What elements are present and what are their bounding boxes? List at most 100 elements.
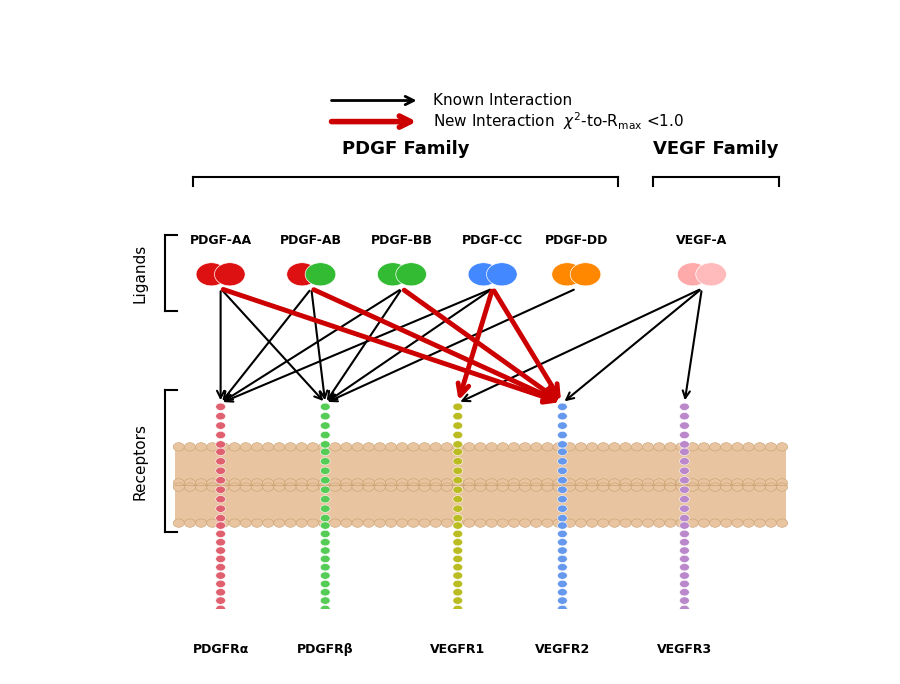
Circle shape — [680, 605, 689, 613]
Circle shape — [207, 479, 218, 487]
Circle shape — [531, 519, 542, 527]
Circle shape — [320, 486, 330, 493]
Circle shape — [721, 443, 732, 451]
Circle shape — [408, 519, 418, 527]
Circle shape — [352, 443, 363, 451]
Circle shape — [453, 432, 463, 438]
Circle shape — [680, 458, 689, 465]
Circle shape — [475, 479, 486, 487]
Circle shape — [486, 519, 497, 527]
Circle shape — [320, 467, 330, 475]
Circle shape — [557, 495, 567, 503]
Circle shape — [575, 443, 587, 451]
Circle shape — [214, 263, 245, 286]
Circle shape — [557, 547, 567, 554]
Circle shape — [653, 483, 665, 491]
Circle shape — [680, 630, 689, 637]
Text: PDGF Family: PDGF Family — [342, 140, 469, 159]
Circle shape — [319, 443, 329, 451]
Circle shape — [575, 483, 587, 491]
Circle shape — [341, 479, 352, 487]
Text: PDGFRα: PDGFRα — [193, 644, 248, 657]
Circle shape — [453, 614, 463, 621]
Circle shape — [352, 483, 363, 491]
Circle shape — [554, 483, 564, 491]
Circle shape — [680, 486, 689, 493]
Circle shape — [676, 479, 687, 487]
Circle shape — [732, 519, 743, 527]
Circle shape — [216, 564, 226, 571]
Circle shape — [329, 479, 341, 487]
Circle shape — [397, 519, 408, 527]
Circle shape — [305, 263, 336, 286]
Text: New Interaction  $\chi^2$-to-R$_{\rm max}$ <1.0: New Interaction $\chi^2$-to-R$_{\rm max}… — [434, 111, 685, 133]
Circle shape — [631, 483, 643, 491]
Circle shape — [263, 519, 274, 527]
Circle shape — [698, 519, 709, 527]
Circle shape — [320, 522, 330, 529]
Circle shape — [709, 519, 721, 527]
Circle shape — [453, 440, 463, 448]
Circle shape — [475, 519, 486, 527]
Circle shape — [374, 479, 385, 487]
Circle shape — [557, 580, 567, 588]
Circle shape — [557, 458, 567, 465]
Circle shape — [620, 519, 631, 527]
Circle shape — [554, 479, 564, 487]
Circle shape — [732, 443, 743, 451]
Circle shape — [320, 547, 330, 554]
Bar — [176, 485, 786, 522]
Circle shape — [216, 486, 226, 493]
Circle shape — [453, 467, 463, 475]
Circle shape — [216, 622, 226, 629]
Circle shape — [240, 483, 251, 491]
Text: Receptors: Receptors — [132, 423, 148, 500]
Circle shape — [263, 479, 274, 487]
Circle shape — [320, 412, 330, 420]
Circle shape — [554, 519, 564, 527]
Circle shape — [216, 495, 226, 503]
Circle shape — [531, 479, 542, 487]
Circle shape — [218, 443, 229, 451]
Circle shape — [352, 519, 363, 527]
Text: PDGF-CC: PDGF-CC — [462, 234, 523, 247]
Circle shape — [216, 448, 226, 456]
Circle shape — [665, 479, 676, 487]
Circle shape — [464, 519, 475, 527]
Circle shape — [307, 479, 319, 487]
Circle shape — [519, 519, 531, 527]
Circle shape — [320, 530, 330, 538]
Circle shape — [397, 483, 408, 491]
Circle shape — [320, 630, 330, 637]
Circle shape — [377, 263, 408, 286]
Circle shape — [676, 443, 687, 451]
Circle shape — [680, 505, 689, 512]
Circle shape — [285, 519, 296, 527]
Circle shape — [320, 588, 330, 596]
Circle shape — [680, 555, 689, 562]
Circle shape — [557, 614, 567, 621]
Circle shape — [408, 479, 418, 487]
Circle shape — [620, 483, 631, 491]
Circle shape — [453, 572, 463, 579]
Circle shape — [207, 483, 218, 491]
Circle shape — [307, 519, 319, 527]
Circle shape — [680, 448, 689, 456]
Text: VEGFR1: VEGFR1 — [430, 644, 485, 657]
Circle shape — [441, 479, 453, 487]
Circle shape — [680, 564, 689, 571]
Circle shape — [397, 479, 408, 487]
Circle shape — [557, 477, 567, 484]
Circle shape — [709, 479, 721, 487]
Circle shape — [285, 483, 296, 491]
Circle shape — [557, 448, 567, 456]
Circle shape — [285, 443, 296, 451]
Circle shape — [631, 443, 643, 451]
Circle shape — [453, 564, 463, 571]
Circle shape — [374, 519, 385, 527]
Circle shape — [251, 443, 263, 451]
Circle shape — [216, 458, 226, 465]
Circle shape — [352, 479, 363, 487]
Circle shape — [216, 630, 226, 637]
Circle shape — [216, 403, 226, 410]
